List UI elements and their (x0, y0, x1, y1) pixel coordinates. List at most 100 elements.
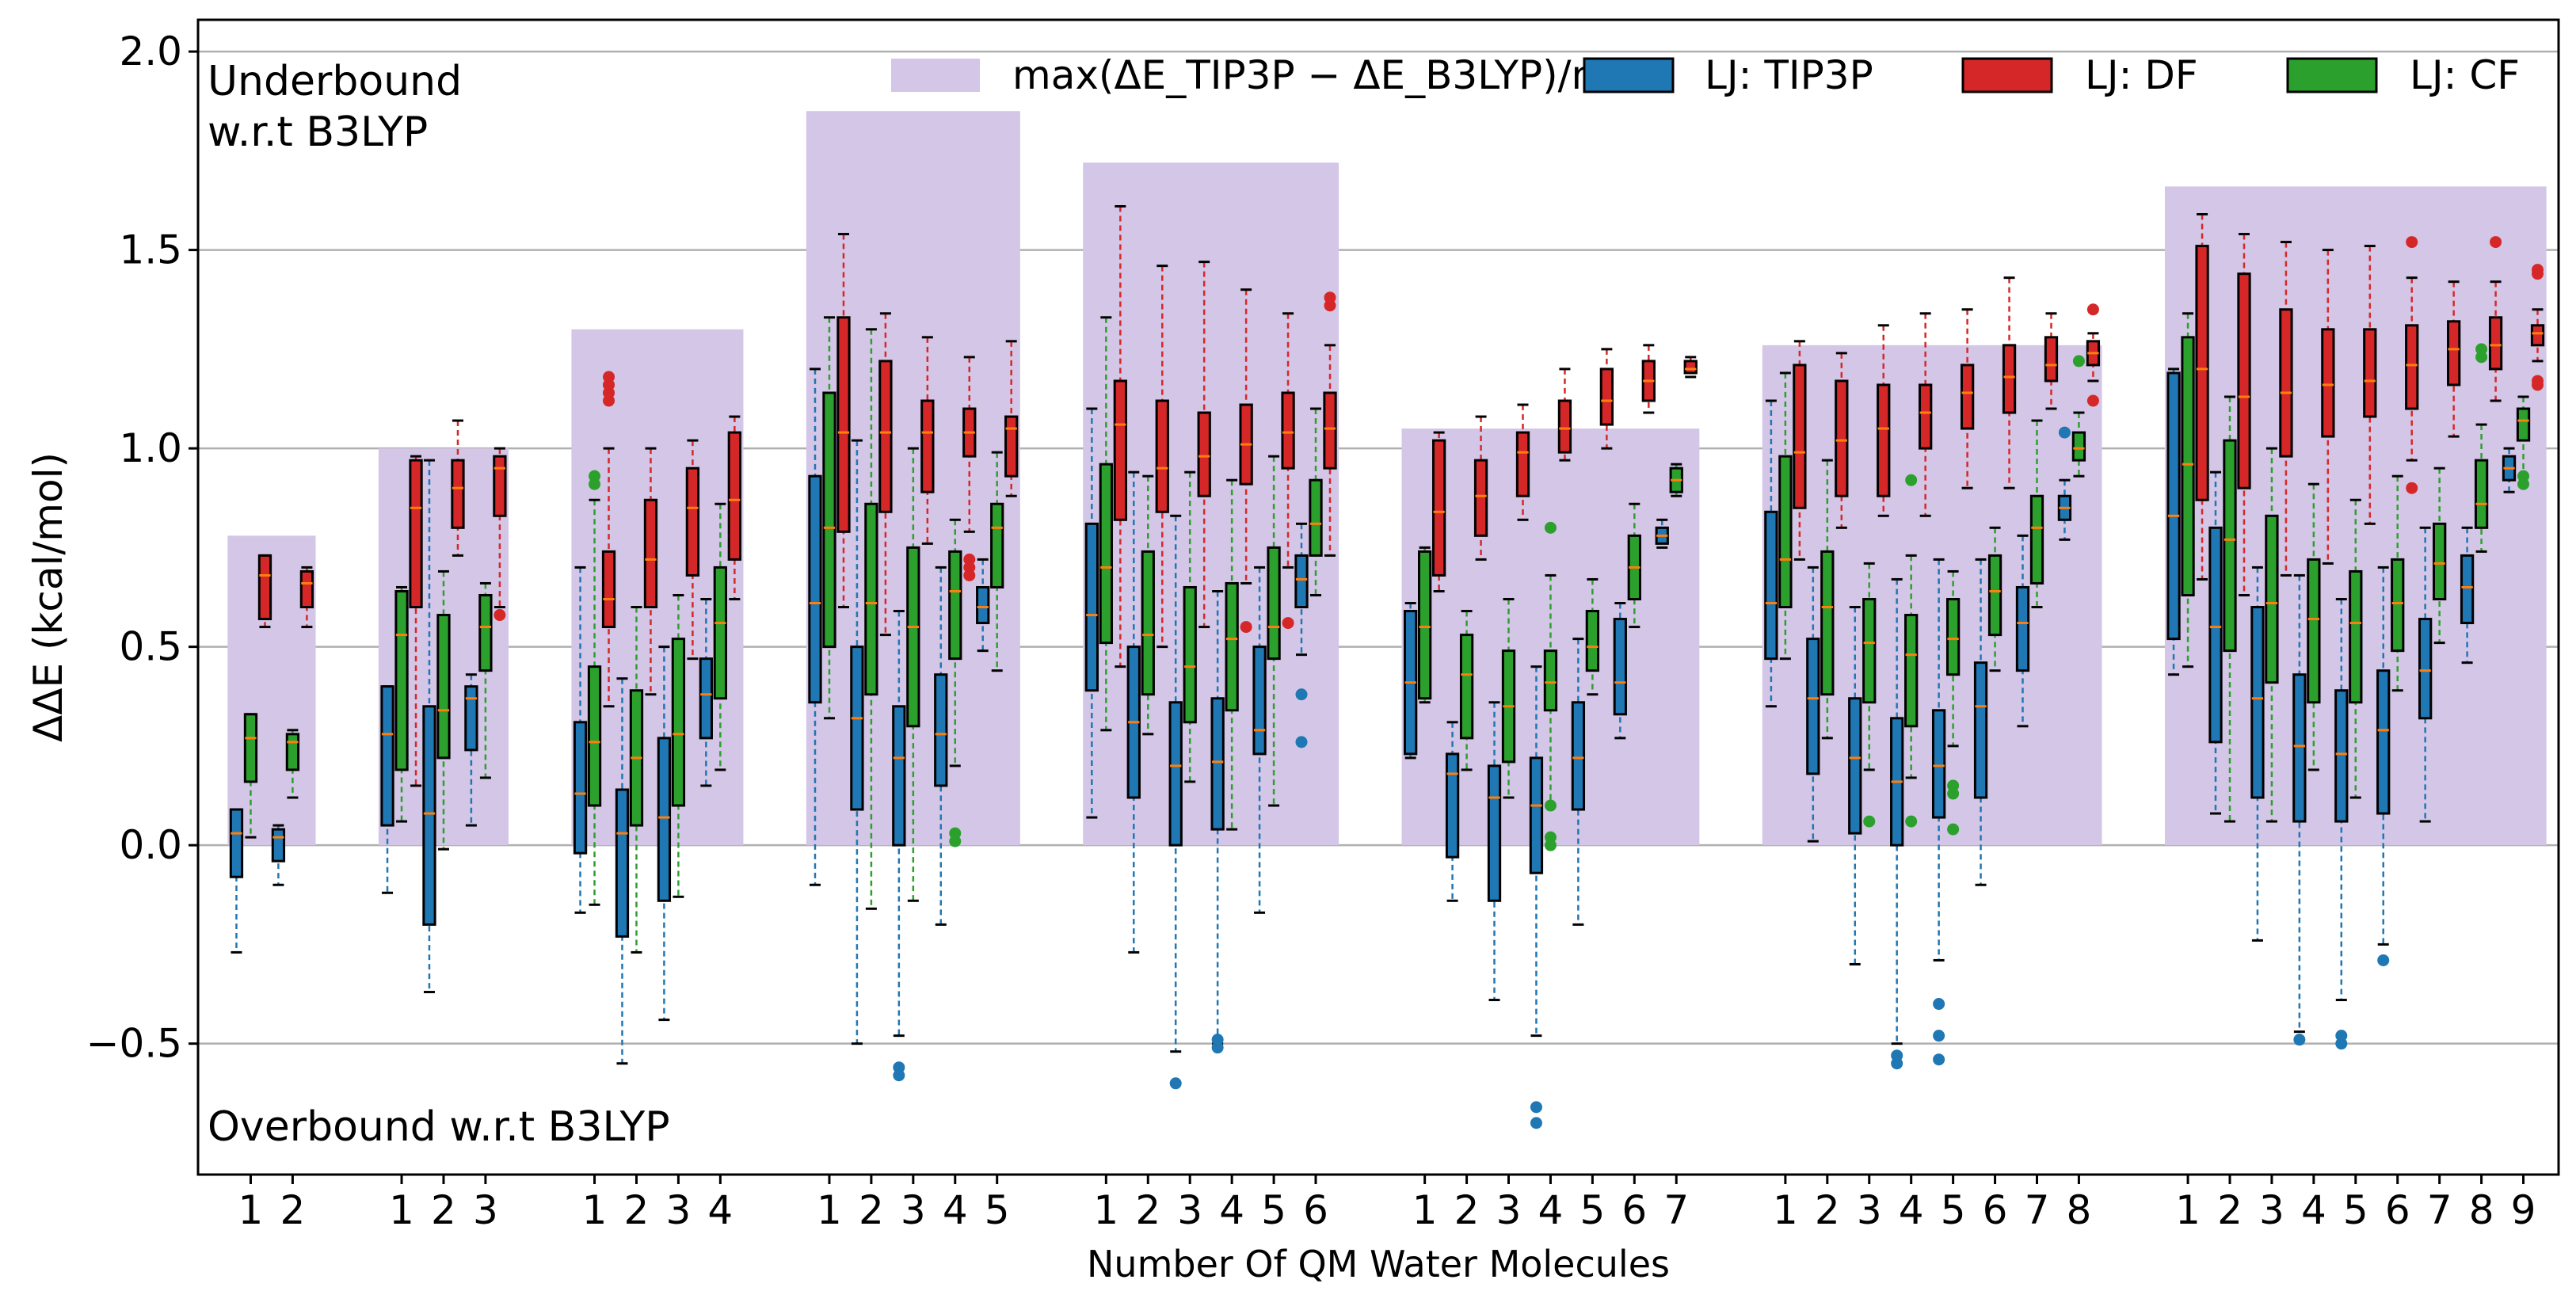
box-cf (1820, 459, 1835, 740)
x-tick-label: 2 (431, 1187, 456, 1233)
box-cf (864, 328, 878, 910)
x-tick-label: 1 (2175, 1187, 2201, 1233)
box-body-tip3p (657, 737, 672, 902)
box-df (727, 415, 741, 601)
box-body-cf (1987, 554, 2002, 637)
x-tick-label: 4 (1899, 1187, 1924, 1233)
box-tip3p (1655, 518, 1669, 549)
box-body-cf (2433, 522, 2447, 601)
box-body-cf (1267, 546, 1281, 661)
box-cf (2349, 498, 2363, 799)
box-body-cf (2265, 514, 2279, 684)
outlier-tip3p (2335, 1038, 2348, 1050)
outlier-cf (1544, 521, 1557, 534)
x-tick-label: 6 (1303, 1187, 1328, 1233)
box-df (1473, 415, 1488, 561)
box-tip3p (1445, 721, 1460, 902)
box-tip3p (615, 677, 630, 1065)
x-tick-label: 1 (817, 1187, 842, 1233)
box-body-df (2447, 320, 2461, 387)
box-df (2405, 236, 2419, 494)
box-body-df (299, 569, 314, 609)
box-tip3p (699, 598, 713, 787)
box-body-tip3p (464, 685, 478, 752)
box-cf (1585, 577, 1600, 696)
box-body-df (1835, 379, 1849, 497)
box-tip3p (1848, 606, 1862, 965)
outlier-cf (1947, 787, 1960, 800)
box-tip3p (464, 673, 478, 827)
box-body-df (643, 498, 658, 609)
x-tick-label: 3 (2259, 1187, 2284, 1233)
box-cf (394, 585, 409, 823)
box-tip3p (422, 459, 436, 994)
x-tick-label: 9 (2511, 1187, 2536, 1233)
x-tick-label: 6 (2385, 1187, 2410, 1233)
x-tick-label: 3 (1177, 1187, 1202, 1233)
box-cf (2307, 482, 2321, 771)
outlier-tip3p (1891, 1057, 1903, 1070)
legend-shade-swatch (891, 59, 980, 92)
x-tick-label: 5 (1580, 1187, 1605, 1233)
box-df (920, 336, 935, 545)
box-body-cf (1459, 634, 1474, 740)
box-tip3p (573, 566, 588, 914)
box-body-tip3p (892, 705, 906, 847)
box-body-tip3p (2376, 669, 2391, 815)
outlier-df (1282, 617, 1294, 630)
box-cf (1459, 610, 1474, 771)
outlier-tip3p (1933, 998, 1945, 1011)
box-body-cf (2391, 558, 2405, 653)
outlier-df (2490, 236, 2502, 249)
outlier-cf (1544, 839, 1557, 851)
x-tick-label: 8 (2469, 1187, 2494, 1233)
box-body-df (1281, 391, 1295, 470)
box-body-df (1557, 399, 1572, 454)
box-body-tip3p (380, 685, 394, 827)
box-cf (2223, 395, 2237, 823)
box-tip3p (2057, 426, 2072, 541)
x-tick-label: 4 (2301, 1187, 2326, 1233)
box-body-cf (822, 391, 836, 649)
box-body-tip3p (2208, 526, 2223, 744)
box-df (1515, 403, 1530, 521)
box-df (409, 455, 423, 787)
outlier-df (2532, 379, 2544, 391)
box-cf (629, 606, 644, 954)
box-body-df (2195, 245, 2209, 501)
box-df (257, 554, 272, 629)
box-body-tip3p (1084, 522, 1099, 692)
box-body-tip3p (1931, 709, 1946, 819)
x-tick-label: 4 (1219, 1187, 1244, 1233)
box-body-tip3p (1613, 618, 1627, 716)
x-tick-label: 2 (1815, 1187, 1840, 1233)
box-df (1004, 340, 1019, 497)
box-body-tip3p (934, 673, 948, 787)
box-cf (671, 593, 686, 898)
x-tick-label: 3 (473, 1187, 498, 1233)
box-df (2488, 236, 2503, 402)
box-body-df (1155, 399, 1169, 513)
box-df (1113, 204, 1127, 668)
box-body-cf (2181, 336, 2195, 596)
outlier-tip3p (1530, 1117, 1542, 1129)
outlier-tip3p (2293, 1034, 2306, 1046)
x-tick-label: 5 (2343, 1187, 2368, 1233)
outlier-cf (2475, 343, 2488, 356)
box-tip3p (1294, 522, 1309, 748)
box-cf (1309, 407, 1323, 596)
box-tip3p (1973, 558, 1988, 886)
box-body-cf (243, 713, 258, 783)
outlier-cf (1947, 823, 1960, 836)
y-axis-label: ΔΔE (kcal/mol) (25, 452, 71, 742)
box-body-df (1793, 364, 1807, 509)
box-body-cf (2029, 494, 2044, 585)
x-tick-label: 6 (1621, 1187, 1647, 1233)
box-body-tip3p (1445, 752, 1460, 859)
box-body-cf (948, 550, 962, 661)
outlier-df (2406, 236, 2418, 249)
outlier-cf (1905, 815, 1918, 828)
box-cf (2071, 355, 2086, 478)
